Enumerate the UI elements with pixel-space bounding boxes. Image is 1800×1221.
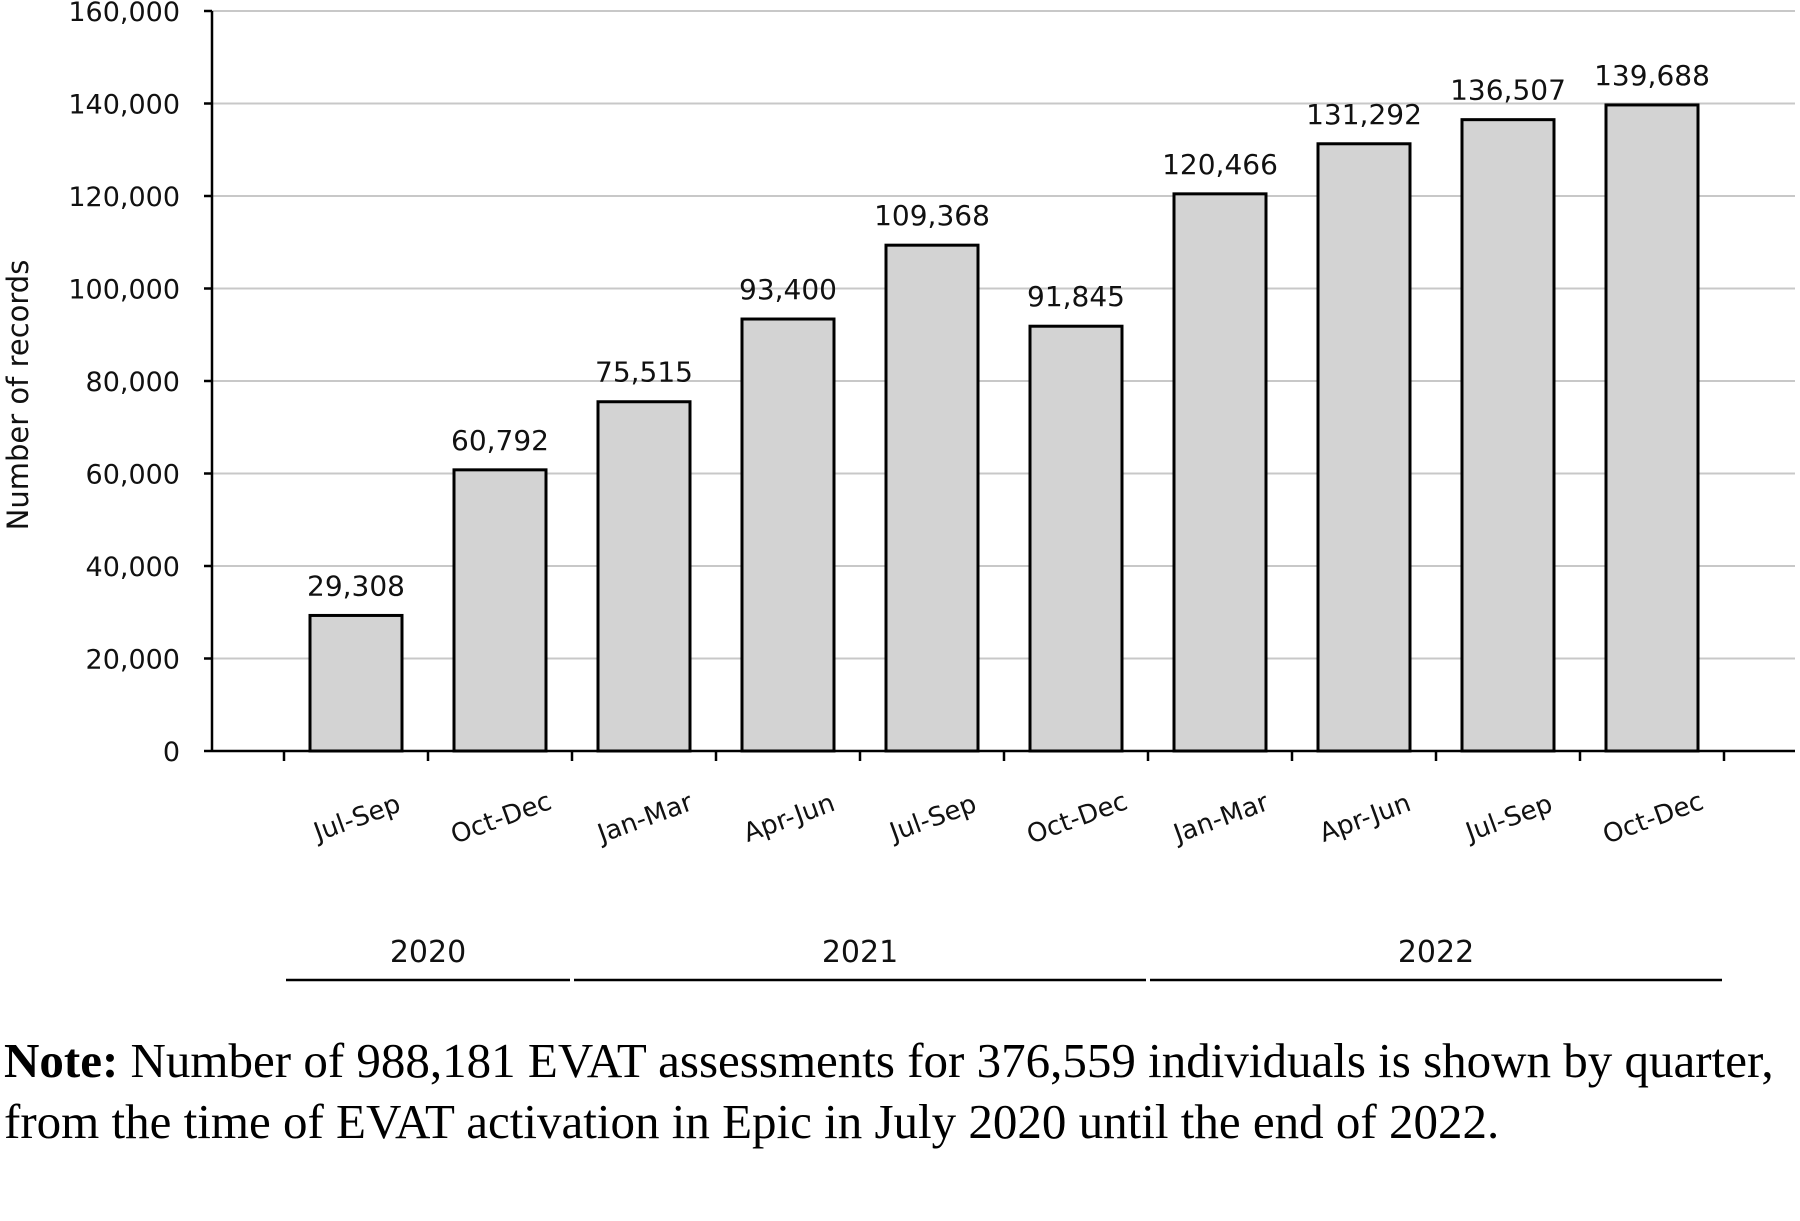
bar: [596, 400, 692, 753]
bar-chart: 0 20,000 40,000 60,000 80,000 100,000 120,000 1…: [1, 0, 1795, 982]
data-label: 93,400: [739, 273, 837, 306]
year-group-label: 2022: [1398, 935, 1474, 970]
bar: [1604, 103, 1700, 753]
x-category-label: Oct-Dec: [1023, 786, 1132, 850]
note-text: Number of 988,181 EVAT assessments for 3…: [4, 1033, 1774, 1149]
data-label: 131,292: [1306, 98, 1422, 131]
x-category-label: Oct-Dec: [447, 786, 556, 850]
bar: [1172, 192, 1268, 753]
data-label: 120,466: [1162, 148, 1278, 181]
figure-note: Note: Number of 988,181 EVAT assessments…: [4, 1030, 1794, 1152]
year-group-label: 2021: [822, 935, 898, 970]
bar: [308, 613, 404, 753]
year-group-label: 2020: [390, 935, 466, 970]
x-category-label: Jul-Sep: [884, 789, 980, 849]
bar: [452, 468, 548, 753]
x-category-label: Apr-Jun: [1316, 788, 1415, 849]
data-label: 136,507: [1450, 74, 1566, 107]
y-tick-label: 160,000: [68, 0, 180, 28]
data-label: 75,515: [595, 356, 693, 389]
bar: [1316, 142, 1412, 753]
y-tick-label: 60,000: [86, 460, 180, 491]
bar: [740, 317, 836, 753]
y-tick-label: 40,000: [86, 552, 180, 583]
x-category-label: Oct-Dec: [1599, 786, 1708, 850]
bar: [1028, 324, 1124, 753]
bar: [1460, 118, 1556, 753]
x-category-label: Jul-Sep: [308, 789, 404, 849]
data-label: 91,845: [1027, 280, 1125, 313]
y-tick-label: 80,000: [86, 367, 180, 398]
y-tick-label: 20,000: [86, 645, 180, 676]
data-label: 139,688: [1594, 59, 1710, 92]
data-label: 60,792: [451, 424, 549, 457]
x-category-label: Jan-Mar: [592, 787, 697, 850]
y-tick-label: 140,000: [68, 90, 180, 121]
x-category-label: Jul-Sep: [1460, 789, 1556, 849]
x-category-label: Jan-Mar: [1168, 787, 1273, 850]
note-label: Note:: [4, 1033, 119, 1088]
data-label: 109,368: [874, 199, 990, 232]
bar: [884, 243, 980, 753]
data-label: 29,308: [307, 569, 405, 602]
y-tick-label: 100,000: [68, 275, 180, 306]
x-category-label: Apr-Jun: [740, 788, 839, 849]
y-tick-label: 120,000: [68, 182, 180, 213]
y-axis-title: Number of records: [1, 260, 35, 531]
y-tick-label: 0: [163, 737, 180, 768]
